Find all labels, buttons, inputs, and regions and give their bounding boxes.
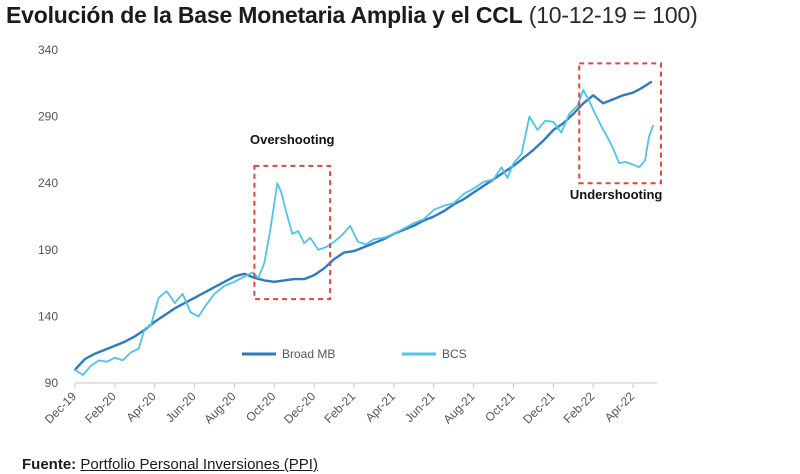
source-value: Portfolio Personal Inversiones (PPI): [80, 456, 318, 473]
chart-title-main: Evolución de la Base Monetaria Amplia y …: [6, 2, 523, 28]
legend-label-bcs: BCS: [442, 347, 467, 361]
source-label: Fuente:: [22, 456, 77, 473]
x-tick-label: Dec-21: [520, 389, 557, 426]
x-tick-label: Feb-22: [561, 389, 598, 426]
x-tick-label: Apr-20: [123, 389, 159, 425]
overshooting-label: Overshooting: [250, 132, 335, 147]
x-tick-label: Feb-20: [82, 389, 119, 426]
y-tick-label: 340: [38, 43, 58, 57]
x-tick-label: Aug-21: [440, 389, 477, 426]
y-tick-label: 290: [38, 110, 58, 124]
y-tick-label: 90: [45, 376, 59, 390]
x-tick-label: Dec-20: [281, 389, 318, 426]
x-tick-label: Oct-21: [482, 389, 518, 425]
chart-title-suffix: (10-12-19 = 100): [528, 2, 698, 28]
y-tick-label: 140: [38, 309, 58, 323]
chart-title: Evolución de la Base Monetaria Amplia y …: [6, 2, 698, 29]
x-tick-label: Aug-20: [201, 389, 238, 426]
x-tick-label: Feb-21: [321, 389, 358, 426]
x-tick-label: Apr-22: [602, 389, 638, 425]
x-tick-label: Jun-21: [402, 389, 438, 425]
x-tick-label: Oct-20: [243, 389, 279, 425]
x-tick-label: Jun-20: [163, 389, 199, 425]
y-tick-label: 190: [38, 243, 58, 257]
undershooting-box: [578, 62, 662, 185]
x-tick-label: Apr-21: [363, 389, 399, 425]
legend-label-broad-mb: Broad MB: [282, 347, 335, 361]
series-line-bcs: [74, 89, 654, 376]
x-tick-label: Dec-19: [42, 389, 79, 426]
undershooting-label: Undershooting: [570, 187, 662, 202]
source-note: Fuente: Portfolio Personal Inversiones (…: [22, 456, 318, 473]
overshooting-box: [253, 164, 332, 301]
y-tick-label: 240: [38, 176, 58, 190]
